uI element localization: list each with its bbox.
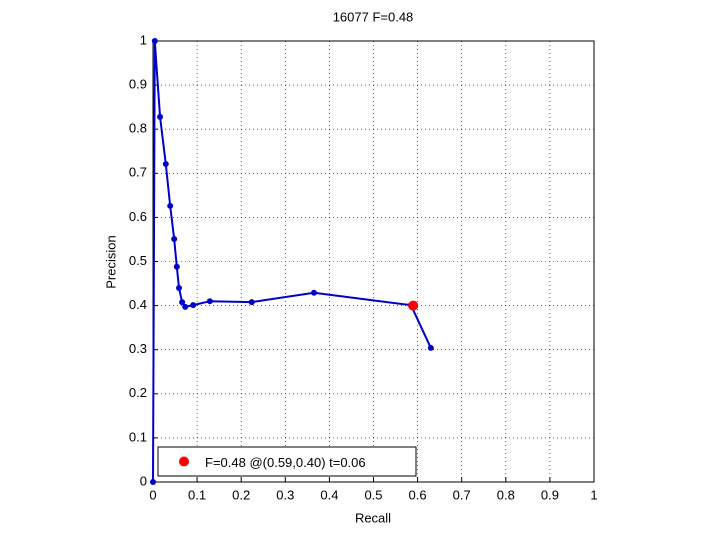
x-tick-label: 0.1	[188, 487, 206, 502]
x-tick-label: 0	[149, 487, 156, 502]
legend-box	[157, 446, 417, 477]
point	[248, 299, 255, 306]
x-tick-label: 0.7	[453, 487, 471, 502]
x-tick-label: 0.4	[320, 487, 338, 502]
point	[151, 38, 158, 44]
chart-title: 16077 F=0.48	[333, 9, 414, 24]
point	[427, 344, 434, 351]
y-tick-label: 0.4	[129, 297, 147, 312]
point	[167, 202, 174, 209]
point	[179, 299, 186, 306]
point	[182, 303, 189, 310]
y-tick-label: 0.7	[129, 165, 147, 180]
x-tick-label: 0.2	[232, 487, 250, 502]
y-tick-label: 0.8	[129, 121, 147, 136]
point	[173, 263, 180, 270]
line	[152, 40, 432, 483]
y-tick-label: 0.9	[129, 77, 147, 92]
point	[162, 161, 169, 168]
point	[157, 113, 164, 120]
x-tick-label: 0.6	[409, 487, 427, 502]
point	[171, 236, 178, 243]
x-tick-label: 0.3	[276, 487, 294, 502]
y-tick-label: 0.1	[129, 429, 147, 444]
y-axis-label: Precision	[103, 235, 118, 288]
point	[190, 302, 197, 309]
x-tick-label: 1	[590, 487, 597, 502]
y-tick-label: 0.2	[129, 385, 147, 400]
point	[150, 479, 156, 485]
x-tick-label: 0.5	[364, 487, 382, 502]
y-tick-label: 0.5	[129, 253, 147, 268]
x-tick-label: 0.9	[541, 487, 559, 502]
x-axis-label: Recall	[355, 510, 391, 525]
point	[310, 289, 317, 296]
y-tick-label: 1	[140, 32, 147, 47]
point	[408, 300, 419, 311]
x-tick-label: 0.8	[497, 487, 515, 502]
legend-label: F=0.48 @(0.59,0.40) t=0.06	[205, 455, 366, 470]
y-tick-label: 0.6	[129, 209, 147, 224]
y-tick-label: 0.3	[129, 341, 147, 356]
y-tick-label: 0	[140, 473, 147, 488]
point	[206, 298, 213, 305]
legend-marker	[179, 456, 189, 467]
point	[176, 284, 183, 291]
